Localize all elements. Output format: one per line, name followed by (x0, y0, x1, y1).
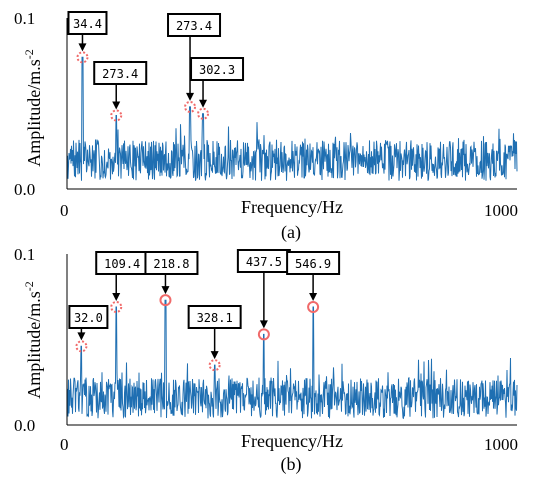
panel-b-peak-label-box (68, 305, 109, 329)
panel-b-peak-arrowhead (77, 332, 86, 341)
panel-b-y-tick-top: 0.1 (14, 245, 35, 264)
panel-a-caption: (a) (281, 222, 301, 243)
panel-b-y-tick-bottom: 0.0 (14, 416, 35, 435)
panel-b-annotations: 32.0 109.4 218.8 328.1 437.5 546.9 (68, 249, 341, 372)
panel-a-x-label: Frequency/Hz (241, 197, 343, 217)
panel-a-peak-marker (76, 51, 89, 64)
panel-b: 0.1 0.0 0 1000 Frequency/Hz Amplitude/m.… (14, 245, 518, 475)
panel-b-peak-label: 546.9 (295, 257, 331, 271)
panel-a-peak-marker (184, 100, 197, 113)
panel-a-peak-label: 273.4 (102, 67, 138, 81)
panel-b-peak-label: 218.8 (153, 257, 189, 271)
panel-a-peak-marker (197, 107, 210, 120)
panel-b-y-label: Amplitude/m.s-2 (22, 281, 44, 399)
panel-a-peak-label: 273.4 (176, 19, 212, 33)
panel-a-peak-label: 34.4 (73, 17, 102, 31)
panel-b-peak-marker (257, 328, 270, 341)
panel-a-y-label: Amplitude/m.s-2 (22, 49, 44, 167)
panel-a-peak-marker (110, 109, 123, 122)
panel-b-signal (66, 299, 518, 420)
panel-a-peak-arrowhead (78, 43, 87, 52)
panel-b-caption: (b) (281, 454, 302, 475)
panel-b-peak-label: 109.4 (104, 257, 140, 271)
panel-b-peak-label-box (187, 305, 242, 329)
panel-a-peak-label: 302.3 (199, 63, 235, 77)
panel-b-x-label: Frequency/Hz (241, 431, 343, 451)
panel-b-peak-marker (75, 340, 88, 353)
panel-a-annotations: 34.4 273.4 273.4 302.3 (67, 11, 245, 122)
panel-b-peak-arrowhead (259, 320, 268, 329)
panel-a: 0.1 0.0 0 1000 Frequency/Hz Amplitude/m.… (14, 9, 518, 243)
panel-b-peak-label: 437.5 (246, 255, 282, 269)
panel-b-peak-marker (307, 301, 320, 314)
panel-a-peak-label-box (190, 57, 245, 81)
panel-b-peak-label-box (286, 251, 341, 275)
panel-a-x-tick-left: 0 (60, 201, 69, 220)
panel-a-axes (66, 18, 517, 190)
panel-b-peak-marker (159, 294, 172, 307)
panel-b-peak-marker (208, 359, 221, 372)
panel-b-x-tick-right: 1000 (484, 435, 518, 454)
panel-b-peak-arrowhead (309, 293, 318, 302)
panel-a-signal (66, 56, 518, 181)
panel-b-peak-arrowhead (161, 286, 170, 295)
panel-a-peak-arrowhead (199, 99, 208, 108)
panel-a-peak-label-box (67, 11, 108, 35)
panel-a-peak-label-box (93, 61, 148, 85)
panel-a-x-tick-right: 1000 (484, 201, 518, 220)
panel-b-x-tick-left: 0 (60, 435, 69, 454)
panel-a-peak-arrowhead (112, 101, 121, 110)
panel-b-peak-marker (110, 301, 123, 314)
panel-a-y-tick-top: 0.1 (14, 9, 35, 28)
panel-b-peak-arrowhead (210, 351, 219, 360)
panel-b-peak-label: 32.0 (74, 311, 103, 325)
panel-b-peak-label: 328.1 (197, 311, 233, 325)
panel-b-peak-arrowhead (112, 293, 121, 302)
panel-a-peak-arrowhead (186, 92, 195, 101)
panel-a-y-tick-bottom: 0.0 (14, 180, 35, 199)
panel-b-peak-label-box (144, 251, 199, 275)
panel-b-axes (66, 254, 517, 426)
panel-a-peak-label-box (167, 13, 222, 37)
